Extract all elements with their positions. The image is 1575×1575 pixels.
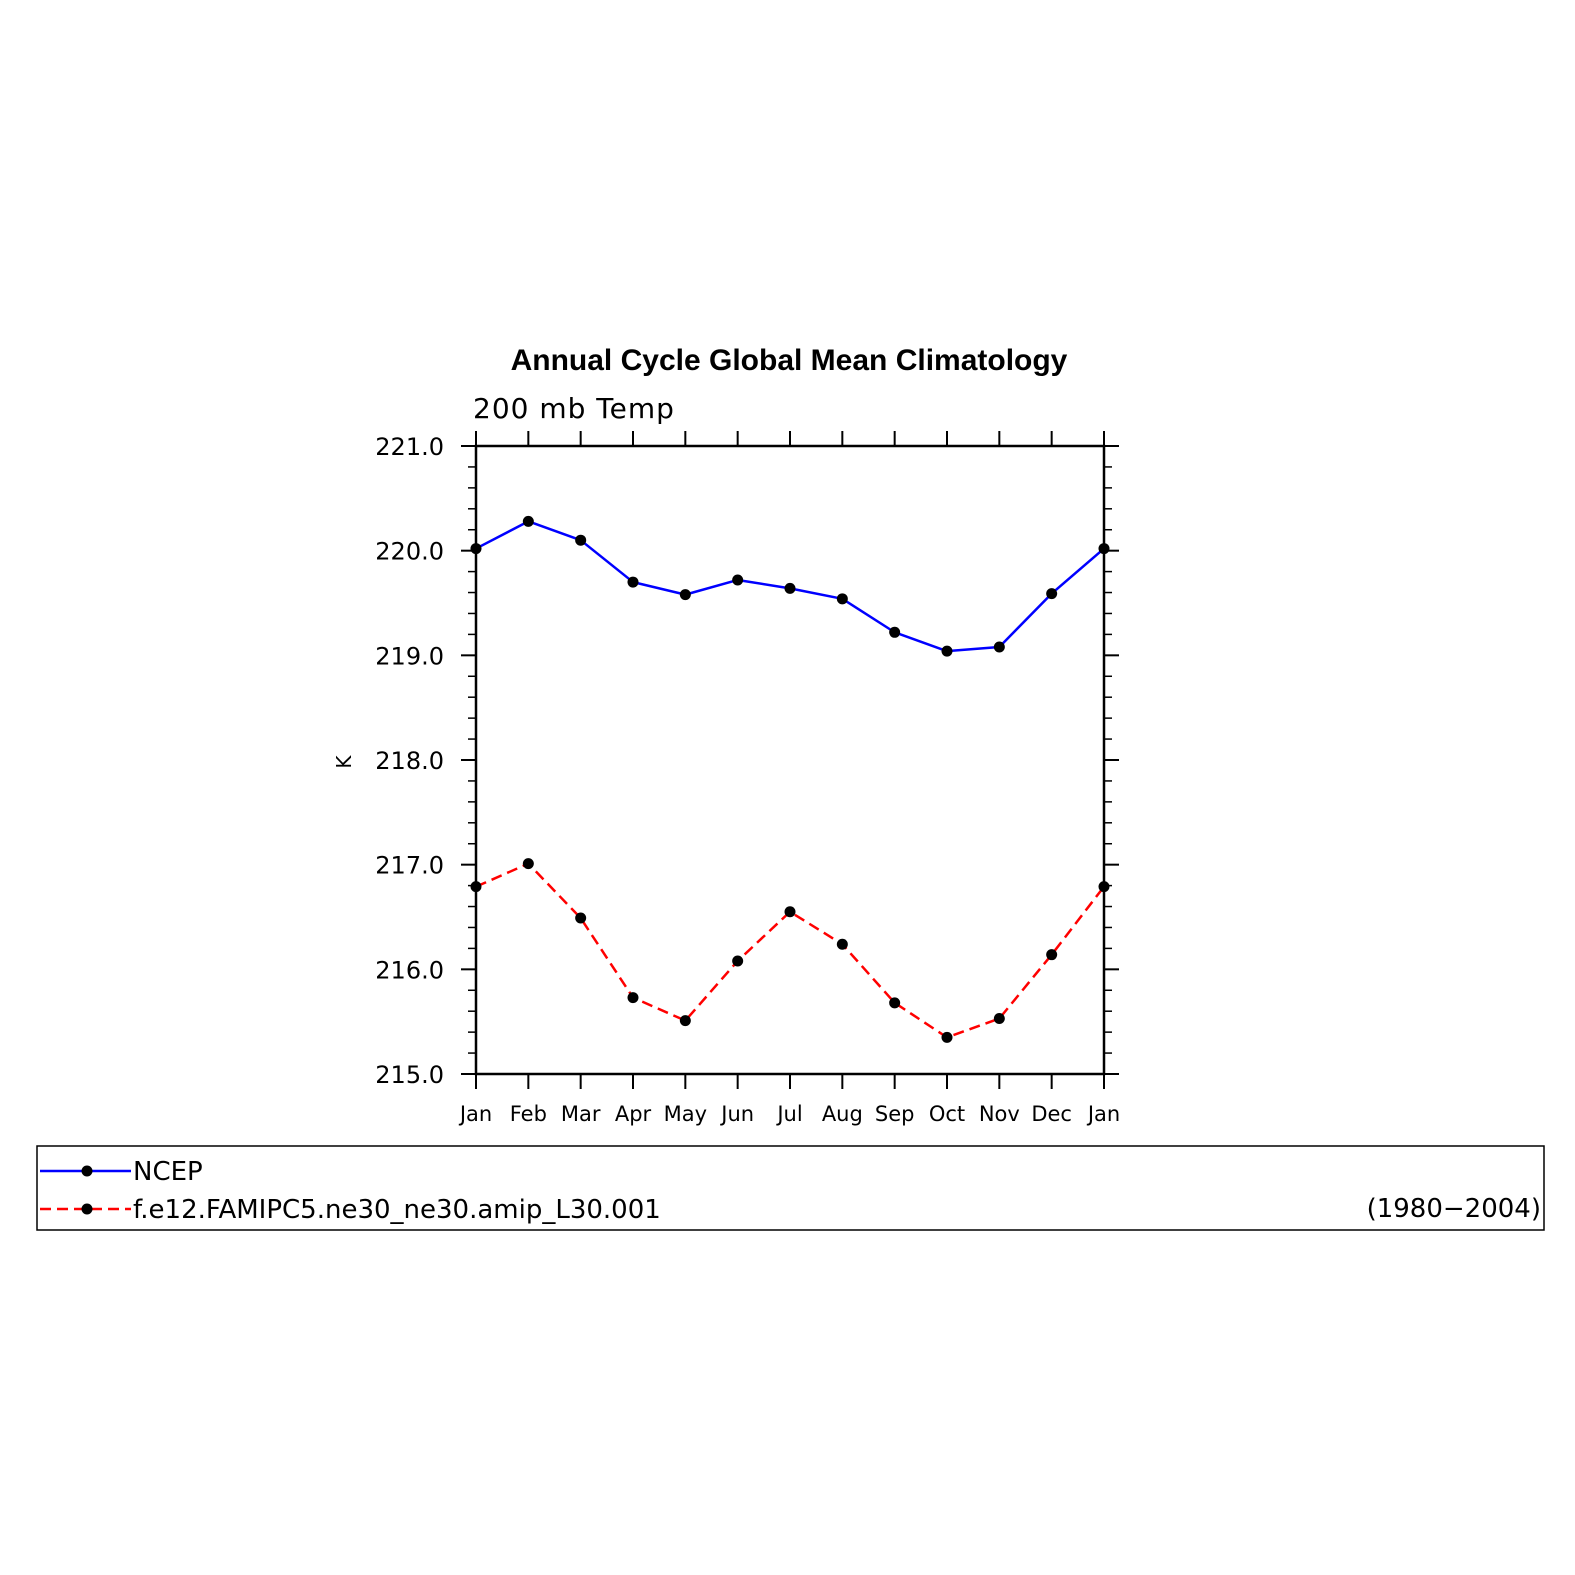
x-tick-label: May xyxy=(664,1102,707,1126)
data-point xyxy=(889,997,901,1009)
y-tick-label: 221.0 xyxy=(375,433,444,461)
legend-box xyxy=(36,1145,1545,1231)
legend-marker xyxy=(81,1203,93,1215)
data-point xyxy=(941,1031,953,1043)
data-point xyxy=(993,641,1005,653)
series-layer xyxy=(470,515,1110,1043)
data-point xyxy=(889,626,901,638)
data-point xyxy=(470,881,482,893)
y-tick-label: 217.0 xyxy=(375,852,444,880)
data-point xyxy=(575,534,587,546)
legend-label: NCEP xyxy=(133,1157,203,1187)
x-tick-label: Dec xyxy=(1031,1102,1072,1126)
y-tick-label: 220.0 xyxy=(375,538,444,566)
x-tick-label: Jun xyxy=(719,1102,754,1126)
data-point xyxy=(836,593,848,605)
legend-label: f.e12.FAMIPC5.ne30_ne30.amip_L30.001 xyxy=(133,1195,661,1225)
x-tick-label: Jan xyxy=(458,1102,492,1126)
data-point xyxy=(732,955,744,967)
y-tick-label: 219.0 xyxy=(375,642,444,670)
x-tick-label: Aug xyxy=(822,1102,863,1126)
y-tick-label: 218.0 xyxy=(375,747,444,775)
x-tick-label: Feb xyxy=(510,1102,547,1126)
data-point xyxy=(941,645,953,657)
data-point xyxy=(470,543,482,555)
data-point xyxy=(784,582,796,594)
data-point xyxy=(522,515,534,527)
data-point xyxy=(732,574,744,586)
x-tick-label: Oct xyxy=(929,1102,965,1126)
chart-subtitle: 200 mb Temp xyxy=(473,392,675,425)
data-point xyxy=(836,938,848,950)
x-tick-label: Sep xyxy=(875,1102,915,1126)
data-point xyxy=(1046,588,1058,600)
data-point xyxy=(679,1015,691,1027)
x-tick-label: Nov xyxy=(979,1102,1020,1126)
data-point xyxy=(1046,949,1058,961)
y-tick-label: 216.0 xyxy=(375,956,444,984)
data-point xyxy=(1098,881,1110,893)
data-point xyxy=(1098,543,1110,555)
legend-entries: NCEP f.e12.FAMIPC5.ne30_ne30.amip_L30.001 xyxy=(40,1157,661,1225)
y-tick-label: 215.0 xyxy=(375,1061,444,1089)
data-point xyxy=(575,912,587,924)
data-point xyxy=(993,1013,1005,1025)
x-tick-label: Jul xyxy=(775,1102,802,1126)
legend-period-note: (1980−2004) xyxy=(1367,1194,1541,1224)
x-tick-label: Apr xyxy=(615,1102,652,1126)
data-point xyxy=(522,858,534,870)
data-point xyxy=(627,576,639,588)
plot-frame xyxy=(474,444,1106,1076)
series-line-2 xyxy=(475,862,1105,1039)
legend: NCEP f.e12.FAMIPC5.ne30_ne30.amip_L30.001… xyxy=(36,1145,1545,1231)
data-point xyxy=(627,992,639,1004)
y-axis-label: K xyxy=(332,755,356,769)
x-tick-label: Mar xyxy=(561,1102,601,1126)
data-point xyxy=(784,906,796,918)
data-point xyxy=(679,589,691,601)
chart-title: Annual Cycle Global Mean Climatology xyxy=(511,344,1068,377)
legend-marker xyxy=(81,1165,93,1177)
x-tick-label: Jan xyxy=(1086,1102,1120,1126)
axes: Jan Feb Mar Apr May Jun Jul Aug Sep Oct Nov Dec Jan 2… xyxy=(375,431,1120,1126)
